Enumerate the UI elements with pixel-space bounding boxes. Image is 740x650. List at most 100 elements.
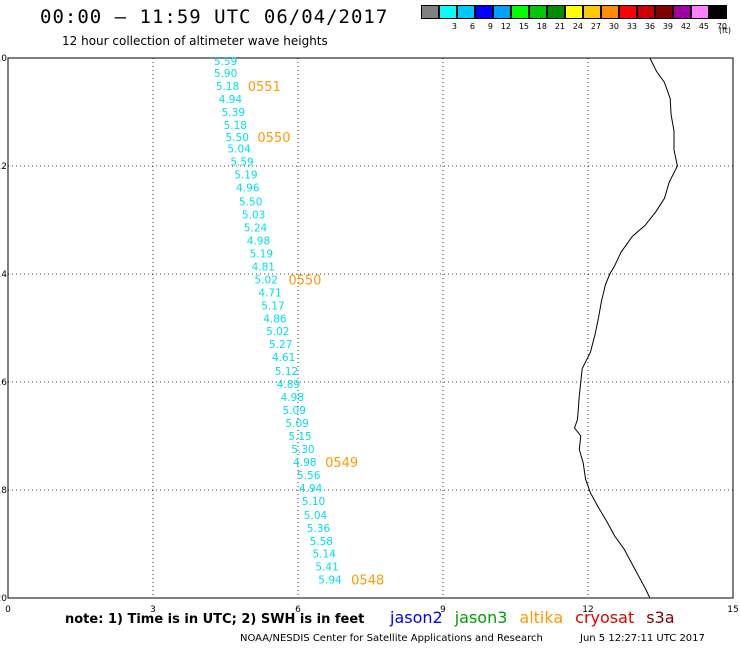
wave-height-label: 5.24 [244,223,268,235]
legend-labels: 3 6 9 12 15 18 21 24 27 30 33 36 39 42 45 70 [421,22,727,31]
legend-label: 24 [572,22,583,31]
wave-height-label: 5.41 [315,562,338,574]
legend-bar [421,5,727,19]
wave-height-label: 5.59 [230,157,253,169]
legend-swatch [709,5,727,19]
legend-label: 3 [451,22,457,31]
wave-height-label: 5.04 [304,510,328,522]
wave-height-label: 4.81 [252,261,275,273]
plot-frame [7,57,734,599]
legend-label: 27 [590,22,601,31]
legend-swatch [511,5,529,19]
wave-height-label: 5.18 [216,81,239,93]
y-tick-label: -12 [0,162,7,172]
legend-label: 21 [554,22,565,31]
wave-height-label: 5.02 [266,326,289,338]
wave-height-label: 5.14 [313,549,337,561]
pass-time-label: 0549 [325,456,358,471]
pass-time-label: 0550 [288,273,321,288]
legend-label: 45 [698,22,709,31]
credit-line: NOAA/NESDIS Center for Satellite Applica… [240,633,543,644]
legend-label: 39 [662,22,673,31]
wave-height-label: 4.71 [258,287,281,299]
satellite-name: cryosat [575,608,635,627]
wave-height-label: 5.19 [234,170,257,182]
wave-height-label: 5.94 [318,575,342,587]
legend-label: 9 [487,22,493,31]
legend-label: 15 [518,22,529,31]
wave-height-label: 5.59 [214,56,237,68]
y-tick-label: -14 [0,270,7,280]
wave-height-label: 5.90 [214,68,237,80]
wave-height-label: 5.27 [269,339,292,351]
legend-label: 36 [644,22,655,31]
grid-lines [8,58,733,598]
wave-height-label: 5.09 [285,418,308,430]
legend-swatch [673,5,691,19]
legend-label: 6 [469,22,475,31]
wave-height-label: 4.86 [263,313,287,325]
legend-swatch [637,5,655,19]
y-tick-label: -16 [0,378,7,388]
x-tick-label: 15 [727,605,738,615]
pass-time-labels: 0551 0550 0550 0549 0548 [248,80,385,589]
wave-height-label: 5.36 [307,523,331,535]
y-tick-label: -18 [0,486,7,496]
x-tick-label: 3 [150,605,156,615]
wave-height-label: 5.39 [222,107,245,119]
wave-height-label: 5.58 [310,536,333,548]
legend-label: 33 [626,22,637,31]
pass-time-label: 0550 [257,131,290,146]
map-title: 00:00 – 11:59 UTC 06/04/2017 [40,6,389,28]
map-subtitle: 12 hour collection of altimeter wave hei… [62,34,328,48]
wave-height-label: 5.50 [239,197,262,209]
satellite-name: jason3 [454,608,508,627]
wave-height-label: 5.09 [283,405,306,417]
wave-height-label: 5.02 [255,274,278,286]
legend-swatch [655,5,673,19]
legend-swatch [529,5,547,19]
legend-label: 12 [500,22,511,31]
wave-height-label: 5.50 [226,132,249,144]
footer-note: note: 1) Time is in UTC; 2) SWH is in fe… [65,612,365,627]
satellite-list: jason2 jason3 altika cryosat s3a [390,608,675,627]
legend-unit: (ft) [718,26,731,35]
legend-swatch [619,5,637,19]
legend-swatch [583,5,601,19]
wave-height-label: 4.98 [293,457,316,469]
legend-swatch [493,5,511,19]
pass-time-label: 0548 [351,574,384,589]
wave-height-label: 5.12 [275,366,298,378]
legend-label: 18 [536,22,547,31]
legend-swatch [691,5,709,19]
y-tick-label: -20 [0,594,7,604]
satellite-name: s3a [646,608,675,627]
legend-label: 30 [608,22,619,31]
y-tick-label: -10 [0,54,7,64]
legend-swatch [601,5,619,19]
axis-ticks: 0 3 6 9 12 15 -10 -12 -14 -16 -18 -20 [0,54,739,615]
wave-height-label: 5.30 [291,444,314,456]
wave-height-label: 5.15 [288,431,311,443]
legend-label: 42 [680,22,691,31]
satellite-name: altika [519,608,564,627]
legend-swatch [565,5,583,19]
x-tick-label: 9 [440,605,446,615]
wave-height-label: 4.98 [247,236,270,248]
wave-height-label: 5.10 [302,496,325,508]
wave-height-label: 4.96 [236,183,260,195]
wave-height-label: 5.56 [297,470,321,482]
generated-timestamp: Jun 5 12:27:11 UTC 2017 [580,633,705,644]
x-tick-label: 6 [295,605,301,615]
coastline [573,57,678,599]
legend-swatch [457,5,475,19]
legend-swatch [421,5,439,19]
wave-height-label: 4.61 [272,352,295,364]
satellite-name: jason2 [390,608,443,627]
wave-height-label: 5.04 [227,144,251,156]
legend-swatch [475,5,493,19]
wave-height-label: 4.98 [281,392,304,404]
legend-swatch [439,5,457,19]
pass-time-label: 0551 [248,80,281,95]
